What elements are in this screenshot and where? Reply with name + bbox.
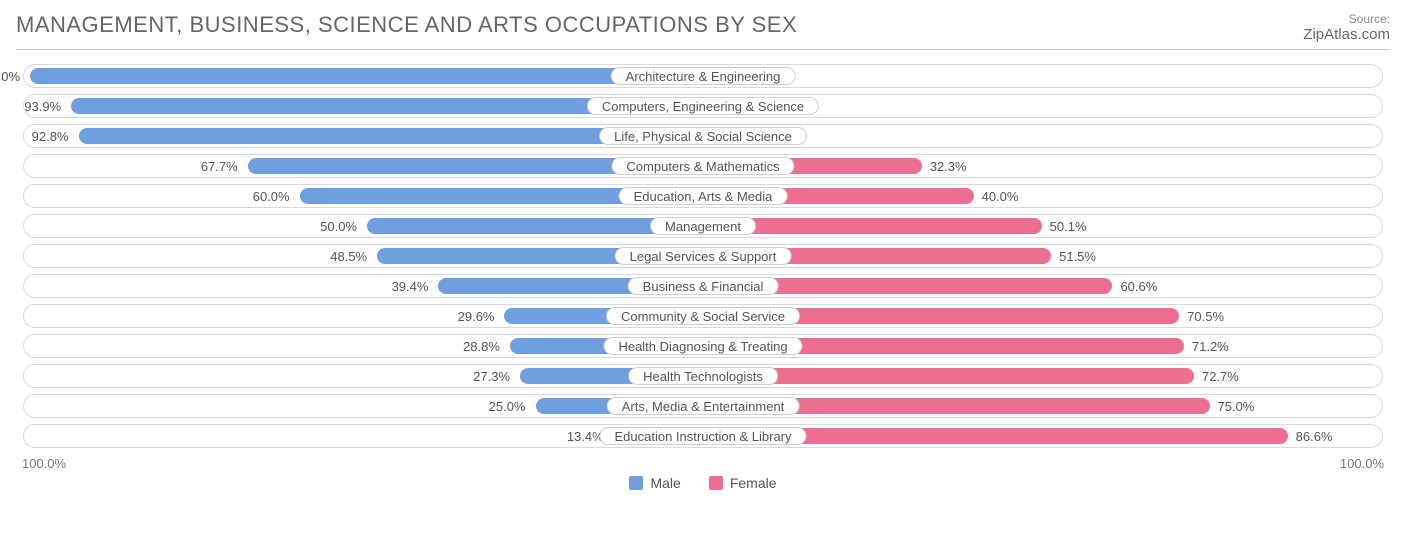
- chart-row: 27.3% 72.7% Health Technologists: [23, 364, 1383, 388]
- chart-row: 28.8% 71.2% Health Diagnosing & Treating: [23, 334, 1383, 358]
- source-label: Source:: [1303, 12, 1390, 26]
- chart-row: 13.4% 86.6% Education Instruction & Librar…: [23, 424, 1383, 448]
- value-female: 40.0%: [982, 185, 1019, 207]
- axis-left-label: 100.0%: [22, 456, 66, 471]
- value-female: 50.1%: [1050, 215, 1087, 237]
- value-male: 92.8%: [32, 125, 69, 147]
- legend-item-male: Male: [629, 475, 680, 491]
- category-label: Health Technologists: [628, 367, 778, 385]
- value-male: 60.0%: [253, 185, 290, 207]
- chart-row: 39.4% 60.6% Business & Financial: [23, 274, 1383, 298]
- category-label: Legal Services & Support: [615, 247, 792, 265]
- chart-row: 60.0% 40.0% Education, Arts & Media: [23, 184, 1383, 208]
- chart-row: 29.6% 70.5% Community & Social Service: [23, 304, 1383, 328]
- category-label: Community & Social Service: [606, 307, 800, 325]
- chart-row: 93.9%6.1%Computers, Engineering & Scienc…: [23, 94, 1383, 118]
- value-female: 32.3%: [930, 155, 967, 177]
- value-female: 51.5%: [1059, 245, 1096, 267]
- category-label: Health Diagnosing & Treating: [603, 337, 802, 355]
- chart-row: 48.5% 51.5% Legal Services & Support: [23, 244, 1383, 268]
- value-female: 72.7%: [1202, 365, 1239, 387]
- value-male: 25.0%: [489, 395, 526, 417]
- value-male: 29.6%: [458, 305, 495, 327]
- category-label: Business & Financial: [628, 277, 779, 295]
- value-female: 86.6%: [1296, 425, 1333, 447]
- x-axis: 100.0% 100.0%: [16, 456, 1390, 471]
- value-male: 39.4%: [392, 275, 429, 297]
- value-male: 48.5%: [330, 245, 367, 267]
- category-label: Education Instruction & Library: [599, 427, 806, 445]
- chart-row: 67.7% 32.3% Computers & Mathematics: [23, 154, 1383, 178]
- category-label: Education, Arts & Media: [619, 187, 788, 205]
- chart-header: MANAGEMENT, BUSINESS, SCIENCE AND ARTS O…: [16, 12, 1390, 50]
- value-male: 100.0%: [0, 65, 20, 87]
- chart-row: 50.0% 50.1% Management: [23, 214, 1383, 238]
- value-female: 75.0%: [1218, 395, 1255, 417]
- chart-title: MANAGEMENT, BUSINESS, SCIENCE AND ARTS O…: [16, 12, 797, 38]
- bar-male: [30, 68, 704, 84]
- value-male: 27.3%: [473, 365, 510, 387]
- legend-label-female: Female: [730, 475, 777, 491]
- value-male: 50.0%: [320, 215, 357, 237]
- category-label: Computers & Mathematics: [611, 157, 794, 175]
- source-name: ZipAtlas.com: [1303, 26, 1390, 43]
- legend-item-female: Female: [709, 475, 777, 491]
- category-label: Computers, Engineering & Science: [587, 97, 819, 115]
- legend-swatch-male: [629, 476, 643, 490]
- chart-row: 92.8%7.3%Life, Physical & Social Science: [23, 124, 1383, 148]
- source-block: Source: ZipAtlas.com: [1303, 12, 1390, 43]
- value-female: 60.6%: [1120, 275, 1157, 297]
- category-label: Architecture & Engineering: [611, 67, 796, 85]
- legend-swatch-female: [709, 476, 723, 490]
- value-male: 28.8%: [463, 335, 500, 357]
- value-male: 93.9%: [24, 95, 61, 117]
- category-label: Management: [650, 217, 756, 235]
- chart-row: 25.0% 75.0% Arts, Media & Entertainment: [23, 394, 1383, 418]
- axis-right-label: 100.0%: [1340, 456, 1384, 471]
- category-label: Arts, Media & Entertainment: [607, 397, 800, 415]
- legend: Male Female: [16, 475, 1390, 491]
- category-label: Life, Physical & Social Science: [599, 127, 807, 145]
- value-female: 71.2%: [1192, 335, 1229, 357]
- chart-rows: 100.0%0.0%Architecture & Engineering 93.9…: [16, 64, 1390, 448]
- value-male: 13.4%: [567, 425, 604, 447]
- value-male: 67.7%: [201, 155, 238, 177]
- value-female: 70.5%: [1187, 305, 1224, 327]
- chart-row: 100.0%0.0%Architecture & Engineering: [23, 64, 1383, 88]
- legend-label-male: Male: [650, 475, 680, 491]
